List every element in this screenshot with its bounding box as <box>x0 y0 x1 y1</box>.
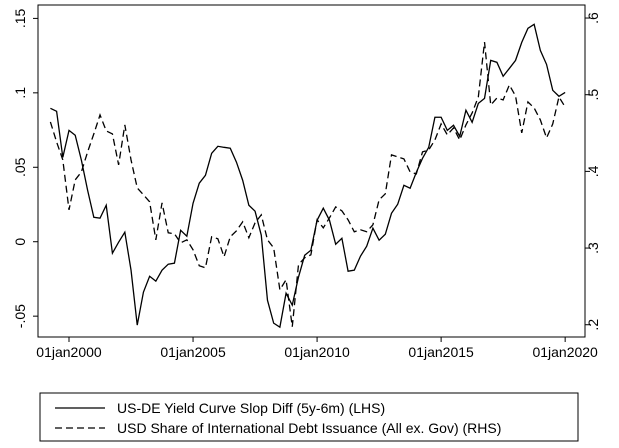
x-tick-label: 01jan2000 <box>36 344 102 360</box>
x-tick-label: 01jan2005 <box>160 344 226 360</box>
y-tick-label: .15 <box>12 8 28 28</box>
y2-tick-label: .4 <box>585 165 601 177</box>
x-tick-label: 01jan2010 <box>284 344 350 360</box>
y2-tick-label: .3 <box>585 242 601 254</box>
x-tick-label: 01jan2015 <box>408 344 474 360</box>
y2-tick-label: .6 <box>585 12 601 24</box>
y-tick-label: .05 <box>12 157 28 177</box>
y-tick-label: 0 <box>12 238 28 246</box>
series-line <box>49 41 566 327</box>
y-tick-label: .1 <box>12 87 28 99</box>
x-tick-label: 01jan2020 <box>532 344 598 360</box>
y2-tick-label: .5 <box>585 89 601 101</box>
y-tick-label: -.05 <box>12 304 28 328</box>
legend-box <box>39 392 579 442</box>
y2-tick-label: .2 <box>585 319 601 331</box>
series-line <box>50 23 566 329</box>
legend-label: US-DE Yield Curve Slop Diff (5y-6m) (LHS… <box>117 400 385 416</box>
plot-frame <box>37 4 586 338</box>
legend-label: USD Share of International Debt Issuance… <box>117 420 501 436</box>
